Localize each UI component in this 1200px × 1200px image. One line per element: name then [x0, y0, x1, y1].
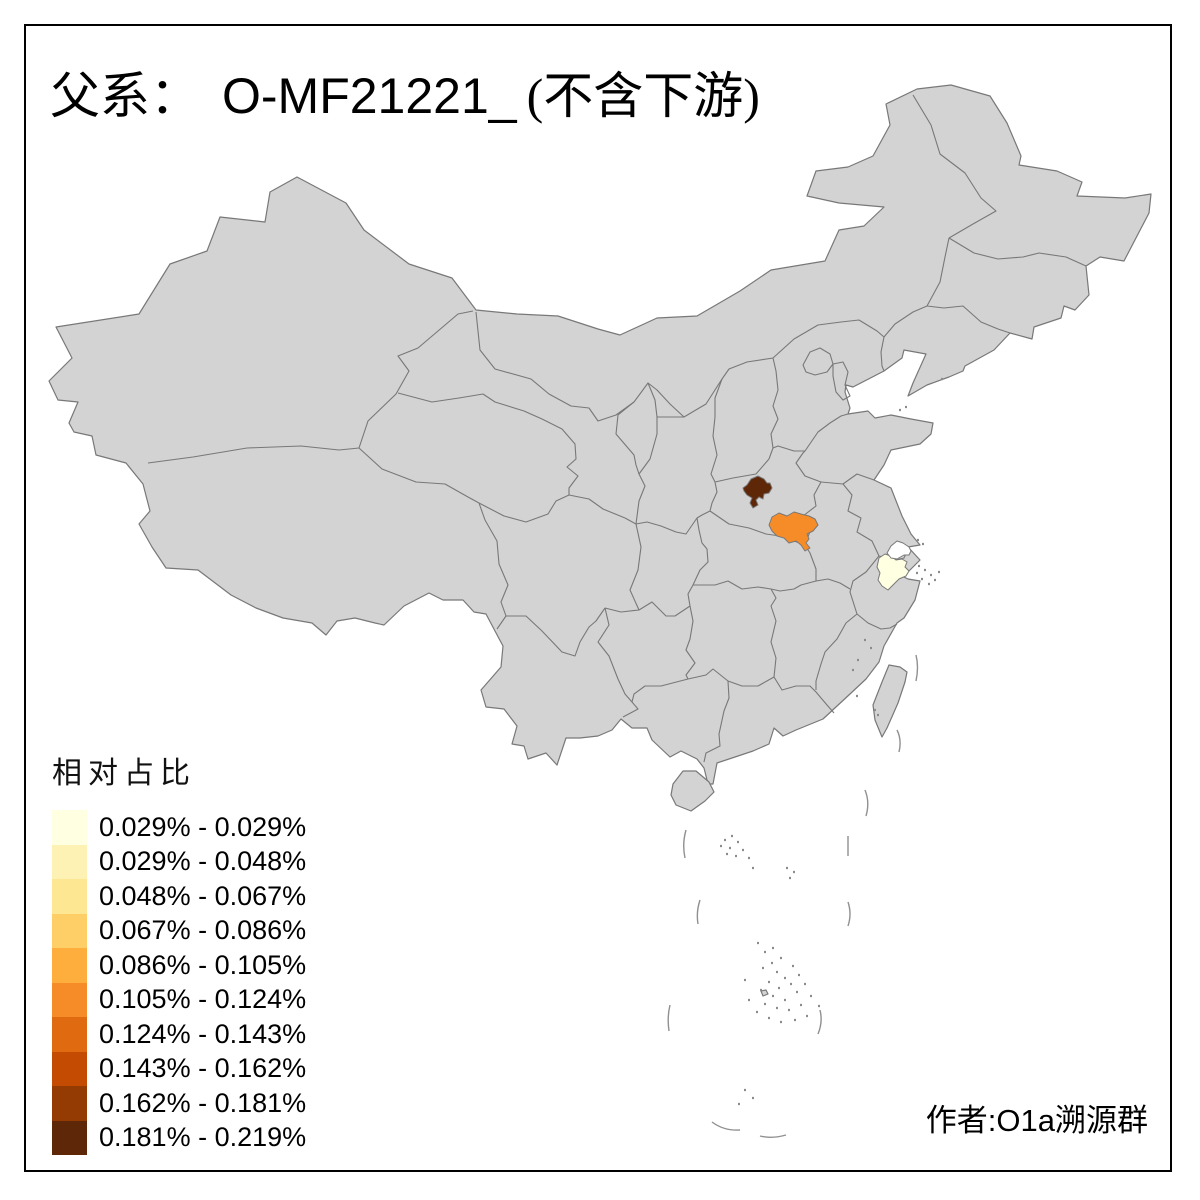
- legend-swatch: [52, 810, 87, 845]
- highlight-region-white: [886, 540, 912, 560]
- legend-row: 0.067% - 0.086%: [52, 913, 307, 948]
- legend-row: 0.029% - 0.029%: [52, 810, 306, 845]
- taiwan-island: [872, 664, 908, 738]
- legend-title: 相对占比: [52, 757, 196, 790]
- legend-swatch: [52, 879, 87, 914]
- legend: 相对占比 0.029% - 0.029% 0.029% - 0.048% 0.0…: [52, 748, 306, 1155]
- legend-swatch: [52, 1120, 87, 1155]
- islet: [760, 989, 769, 997]
- legend-range-label: 0.048% - 0.067%: [99, 880, 307, 911]
- legend-row: 0.086% - 0.105%: [52, 948, 306, 983]
- legend-swatch: [52, 844, 87, 879]
- legend-swatch: [52, 982, 87, 1017]
- title-prefix-zh: 父系：: [50, 68, 200, 124]
- author-credit: 作者:O1a溯源群: [925, 1103, 1148, 1138]
- legend-row: 0.143% - 0.162%: [52, 1051, 307, 1086]
- legend-range-label: 0.067% - 0.086%: [99, 915, 307, 946]
- highlight-region-dark-brown: [742, 475, 773, 509]
- legend-range-label: 0.124% - 0.143%: [99, 1018, 307, 1049]
- south-china-sea-islands: [667, 377, 943, 1138]
- legend-row: 0.181% - 0.219%: [52, 1120, 307, 1155]
- highlighted-regions: [742, 475, 912, 591]
- page-title: 父系： O-MF21221_ (不含下游): [50, 56, 760, 128]
- legend-swatch: [52, 1086, 87, 1121]
- legend-swatch: [52, 1017, 87, 1052]
- legend-range-label: 0.181% - 0.219%: [99, 1122, 307, 1153]
- highlight-region-orange: [768, 511, 819, 552]
- hainan-island: [670, 770, 715, 812]
- legend-row: 0.162% - 0.181%: [52, 1086, 306, 1121]
- legend-range-label: 0.029% - 0.048%: [99, 846, 307, 877]
- mainland-outline: [48, 84, 1152, 785]
- legend-range-label: 0.105% - 0.124%: [99, 984, 307, 1015]
- title-suffix-zh: (不含下游): [526, 68, 760, 124]
- mainland: [48, 84, 1152, 997]
- legend-row: 0.029% - 0.048%: [52, 844, 307, 879]
- legend-range-label: 0.162% - 0.181%: [99, 1087, 307, 1118]
- legend-range-label: 0.086% - 0.105%: [99, 949, 307, 980]
- legend-swatch: [52, 948, 87, 983]
- legend-swatch: [52, 1051, 87, 1086]
- tianjin-boundary: [832, 361, 851, 401]
- legend-range-label: 0.029% - 0.029%: [99, 811, 307, 842]
- legend-range-label: 0.143% - 0.162%: [99, 1053, 307, 1084]
- title-haplogroup: O-MF21221_: [222, 68, 517, 124]
- province-borders: [147, 94, 1087, 763]
- legend-row: 0.105% - 0.124%: [52, 982, 307, 1017]
- legend-row: 0.124% - 0.143%: [52, 1017, 306, 1052]
- legend-swatch: [52, 913, 87, 948]
- legend-row: 0.048% - 0.067%: [52, 879, 306, 914]
- sea-boundary-dashes: [667, 654, 919, 1138]
- legend-entries: 0.029% - 0.029% 0.029% - 0.048% 0.048% -…: [52, 810, 306, 1155]
